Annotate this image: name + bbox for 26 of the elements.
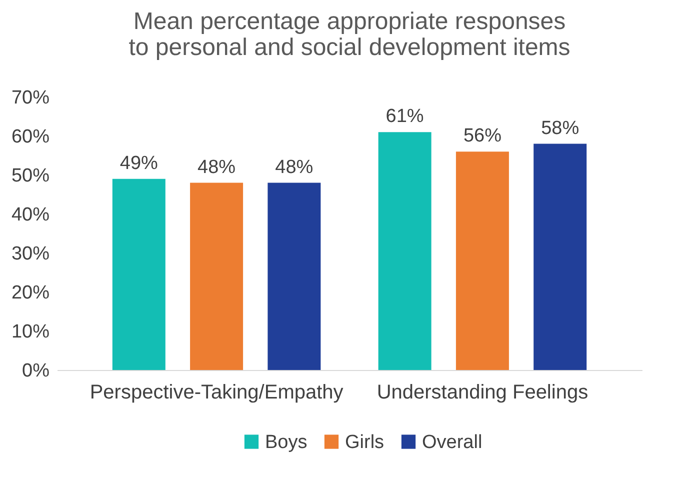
- x-tick-label: Understanding Feelings: [376, 382, 588, 404]
- data-label: 61%: [386, 106, 424, 128]
- bar: [378, 132, 432, 370]
- y-tick-label: 70%: [11, 88, 50, 108]
- y-tick-label: 0%: [22, 360, 50, 382]
- y-tick-label: 50%: [11, 166, 50, 186]
- legend-label: Girls: [345, 432, 384, 453]
- bar: [112, 178, 166, 370]
- bar: [534, 144, 587, 370]
- data-label: 48%: [275, 156, 314, 178]
- chart-title: Mean percentage appropriate responses to personal and social development items: [128, 8, 570, 61]
- y-tick-label: 20%: [11, 282, 50, 304]
- data-label: 49%: [120, 152, 158, 174]
- legend-label: Overall: [422, 432, 482, 453]
- y-tick-label: 60%: [11, 126, 50, 148]
- data-label: 48%: [198, 156, 236, 178]
- y-tick-label: 30%: [11, 244, 50, 264]
- data-label: 58%: [541, 118, 580, 139]
- bar: [268, 182, 321, 370]
- x-tick-label: Perspective-Taking/Empathy: [90, 382, 344, 404]
- bar: [456, 152, 509, 370]
- y-tick-label: 10%: [11, 322, 50, 342]
- y-tick-label: 40%: [11, 204, 50, 226]
- data-label: 56%: [463, 126, 502, 147]
- bar: [190, 182, 244, 370]
- legend-label: Boys: [265, 432, 308, 453]
